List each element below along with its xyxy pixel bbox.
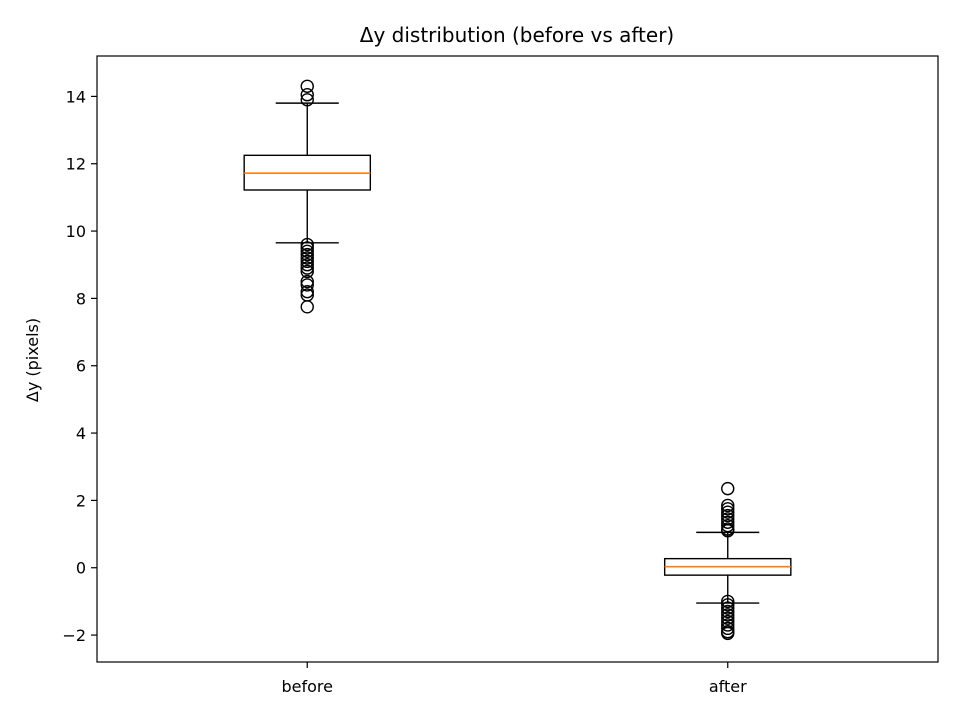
outlier-point	[721, 594, 735, 609]
outlier-point	[721, 626, 735, 641]
outlier-point	[300, 274, 314, 289]
y-tick-label: 4	[76, 424, 86, 443]
outlier-point	[300, 247, 314, 262]
outlier-point	[721, 502, 735, 516]
outlier-point	[300, 79, 314, 94]
y-tick-label: −2	[62, 626, 86, 645]
outlier-point	[300, 241, 314, 255]
y-tick-label: 14	[66, 87, 86, 106]
outlier-point	[300, 264, 314, 279]
x-tick-label: before	[282, 677, 334, 696]
chart-title: Δy distribution (before vs after)	[360, 23, 674, 47]
y-tick-label: 2	[76, 491, 86, 510]
outlier-point	[300, 284, 314, 299]
outlier-point	[721, 601, 735, 615]
y-tick-label: 8	[76, 289, 86, 308]
x-tick-label: after	[709, 677, 747, 696]
outlier-point	[721, 618, 735, 632]
axes-frame	[96, 55, 939, 663]
y-tick-label: 10	[66, 222, 86, 241]
outlier-point	[300, 278, 314, 292]
y-tick-label: 12	[66, 155, 86, 174]
y-axis-label: Δy (pixels)	[23, 318, 42, 402]
outlier-point	[721, 518, 735, 533]
outlier-point	[721, 508, 735, 523]
outlier-point	[300, 251, 314, 265]
outlier-point	[300, 261, 314, 275]
outlier-point	[721, 604, 735, 619]
outlier-point	[721, 481, 735, 496]
outlier-point	[300, 88, 314, 102]
outlier-point	[721, 608, 735, 622]
outlier-point	[300, 258, 314, 272]
outlier-point	[721, 505, 735, 519]
outlier-point	[300, 300, 314, 314]
plot-area: −2 0 2 4 6 8 10 12 14 before after	[62, 79, 792, 696]
outlier-point	[300, 93, 314, 107]
outlier-point	[721, 621, 735, 636]
outlier-point	[300, 244, 314, 258]
outlier-point	[721, 611, 735, 625]
outlier-point	[721, 524, 735, 538]
y-tick-label: 6	[76, 357, 86, 376]
outlier-point	[721, 598, 735, 612]
outlier-point	[300, 237, 314, 252]
outlier-point	[721, 498, 735, 513]
y-tick-label: 0	[76, 559, 86, 578]
outlier-point	[300, 254, 314, 269]
outlier-point	[721, 515, 735, 529]
